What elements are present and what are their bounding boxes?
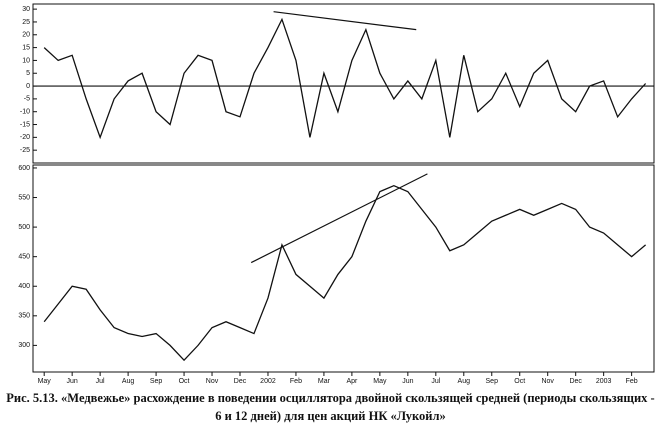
y-tick-label: -20 — [20, 134, 30, 141]
x-tick-label: Mar — [318, 378, 331, 385]
x-tick-label: Oct — [514, 378, 525, 385]
y-tick-label: 600 — [18, 165, 30, 172]
plot-frame — [32, 3, 655, 164]
x-tick-label: Oct — [179, 378, 190, 385]
y-tick-label: 400 — [18, 283, 30, 290]
y-tick-label: 25 — [22, 19, 30, 26]
chart: 30 25 20 15 10 5 0 -5 -10 -15 -20 -25 300 350 400 450 50… — [18, 3, 655, 385]
x-tick-label: Jun — [402, 378, 413, 385]
x-tick-label: Feb — [290, 378, 302, 385]
y-tick-label: 30 — [22, 6, 30, 13]
x-tick-label: Sep — [150, 378, 163, 385]
y-tick-label: 500 — [18, 224, 30, 231]
data-line — [43, 184, 647, 362]
x-tick-label: Aug — [122, 378, 135, 385]
x-tick-label: Aug — [458, 378, 471, 385]
y-tick-label: 20 — [22, 32, 30, 39]
y-tick-label: -25 — [20, 147, 30, 154]
x-tick-label: Dec — [234, 378, 247, 385]
y-tick-label: -10 — [20, 109, 30, 116]
x-tick-label: Apr — [346, 378, 358, 385]
x-tick-label: 2003 — [596, 378, 612, 385]
x-tick-label: Jul — [96, 378, 105, 385]
y-tick-label: -15 — [20, 121, 30, 128]
plot-frame — [32, 164, 655, 373]
y-tick-label: 10 — [22, 57, 30, 64]
y-tick-label: 5 — [26, 70, 30, 77]
y-tick-label: 300 — [18, 342, 30, 349]
x-tick-label: Jul — [431, 378, 440, 385]
y-tick-label: 0 — [26, 83, 30, 90]
y-tick-label: 15 — [22, 44, 30, 51]
caption: 6 и 12 дней) для цен акций НК «Лукойл» — [215, 409, 446, 423]
y-tick-label: 450 — [18, 254, 30, 261]
divergence-line — [273, 11, 417, 31]
x-tick-label: Jun — [67, 378, 78, 385]
y-tick-label: -5 — [24, 96, 30, 103]
caption: Рис. 5.13. «Медвежье» расхождение в пове… — [6, 391, 655, 405]
divergence-line — [250, 173, 428, 264]
x-tick-label: May — [38, 378, 52, 385]
y-tick-label: 350 — [18, 313, 30, 320]
x-tick-label: Nov — [206, 378, 219, 385]
x-tick-label: 2002 — [260, 378, 276, 385]
x-tick-label: Sep — [486, 378, 499, 385]
y-tick-label: 550 — [18, 194, 30, 201]
x-tick-label: Nov — [541, 378, 554, 385]
data-line — [43, 17, 647, 140]
x-tick-label: Dec — [569, 378, 582, 385]
x-tick-label: May — [373, 378, 387, 385]
x-tick-label: Feb — [626, 378, 638, 385]
